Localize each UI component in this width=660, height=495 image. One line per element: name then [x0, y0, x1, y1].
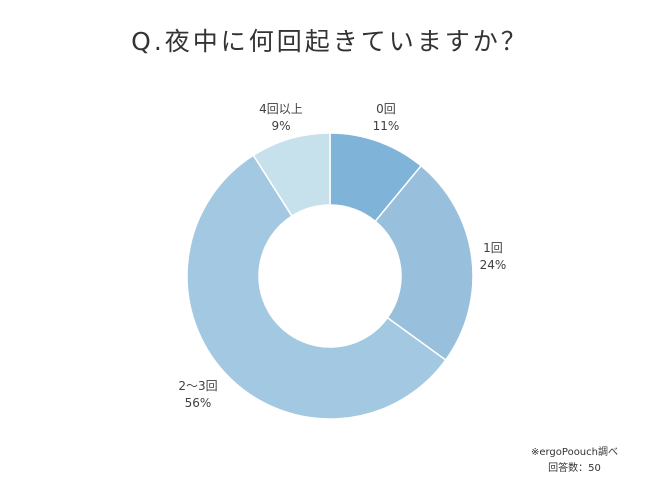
donut-slice-2 [186, 154, 447, 420]
donut-slice-3 [252, 132, 331, 218]
chart-title: Q.夜中に何回起きていますか？ [131, 27, 529, 56]
slice-label-0: 0回 11% [356, 101, 416, 135]
slice-name: 1回 [483, 241, 503, 255]
slice-name: 2〜3回 [178, 379, 218, 393]
slice-name: 0回 [376, 102, 396, 116]
slice-label-2: 2〜3回 56% [163, 378, 233, 412]
donut-slice-1 [374, 164, 474, 362]
source-note: ※ergoPoouch調べ 回答数：50 [531, 445, 618, 477]
slice-percent: 9% [271, 119, 291, 133]
slice-percent: 11% [372, 119, 400, 133]
slice-label-1: 1回 24% [463, 240, 523, 274]
slice-name: 4回以上 [259, 102, 303, 116]
sample-size-text: 回答数：50 [548, 463, 601, 474]
slice-percent: 56% [184, 396, 212, 410]
slice-percent: 24% [479, 258, 507, 272]
slice-label-3: 4回以上 9% [246, 101, 316, 135]
source-text: ※ergoPoouch調べ [530, 447, 618, 458]
